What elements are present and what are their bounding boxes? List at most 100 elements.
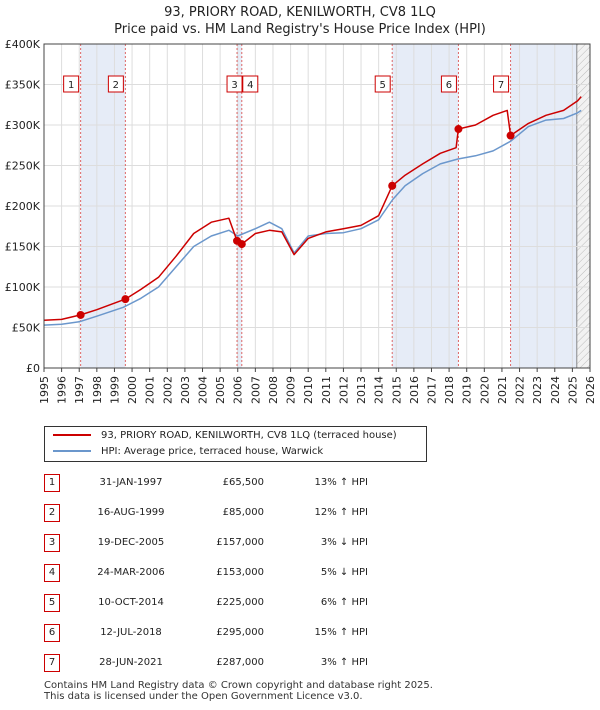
transaction-date: 12-JUL-2018	[100, 627, 162, 638]
y-tick-label: £200K	[5, 200, 41, 213]
chart-title: 93, PRIORY ROAD, KENILWORTH, CV8 1LQ	[164, 5, 436, 20]
x-tick-label: 1997	[73, 376, 86, 404]
x-tick-label: 2011	[320, 376, 333, 404]
legend-item-property: 93, PRIORY ROAD, KENILWORTH, CV8 1LQ (te…	[53, 429, 397, 443]
x-tick-label: 2024	[549, 376, 562, 404]
x-tick-label: 2023	[531, 376, 544, 404]
transaction-number: 7	[44, 654, 60, 672]
marker-box	[63, 75, 80, 93]
transaction-price: £65,500	[222, 477, 264, 488]
marker-box	[493, 75, 510, 93]
y-tick-label: £0	[26, 362, 40, 375]
transaction-price: £295,000	[216, 627, 264, 638]
plot-frame	[43, 43, 591, 369]
x-tick-label: 2020	[478, 376, 491, 404]
transaction-number: 6	[44, 624, 60, 642]
marker-label: 3	[231, 80, 237, 91]
x-tick-label: 2014	[373, 376, 386, 404]
transaction-hpi-diff: 6% ↑ HPI	[320, 597, 368, 608]
y-tick-label: £50K	[12, 322, 41, 335]
footer: Contains HM Land Registry data © Crown c…	[44, 680, 433, 702]
x-tick-label: 1998	[91, 376, 104, 404]
transaction-hpi-diff: 3% ↓ HPI	[320, 537, 368, 548]
transaction-point	[121, 295, 130, 304]
x-tick-label: 2015	[390, 376, 403, 404]
y-tick-label: £150K	[5, 241, 41, 254]
y-tick-label: £350K	[5, 79, 41, 92]
x-tick-label: 2007	[249, 376, 262, 404]
x-tick-label: 2005	[214, 376, 227, 404]
x-tick-label: 2025	[566, 376, 579, 404]
axes: £0 £50K £100K £150K £200K £250K £300K £350K £400…	[5, 38, 597, 404]
transaction-date: 19-DEC-2005	[97, 537, 165, 548]
transaction-number: 3	[44, 534, 60, 552]
x-tick-label: 2016	[408, 376, 421, 404]
y-tick-label: £400K	[5, 38, 41, 51]
transaction-point	[454, 125, 463, 134]
transaction-price: £287,000	[216, 657, 264, 668]
transaction-price: £225,000	[216, 597, 264, 608]
transaction-row: 4 24-MAR-2006 £153,000 5% ↓ HPI	[44, 564, 404, 582]
x-tick-label: 2018	[443, 376, 456, 404]
x-tick-label: 2021	[496, 376, 509, 404]
x-tick-label: 2001	[144, 376, 157, 404]
transaction-row: 6 12-JUL-2018 £295,000 15% ↑ HPI	[44, 624, 404, 642]
marker-label: 1	[68, 80, 74, 91]
x-tick-label: 2006	[232, 376, 245, 404]
transaction-point	[76, 310, 85, 319]
legend-swatch-property	[53, 434, 91, 436]
x-tick-label: 2022	[514, 376, 527, 404]
x-tick-label: 2000	[126, 376, 139, 404]
x-tick-label: 2013	[355, 376, 368, 404]
marker-box	[374, 75, 391, 93]
marker-box	[226, 75, 243, 93]
marker-label: 7	[498, 80, 504, 91]
x-tick-label: 1999	[108, 376, 121, 404]
legend-label-property: 93, PRIORY ROAD, KENILWORTH, CV8 1LQ (te…	[101, 430, 397, 441]
transaction-point	[237, 240, 246, 249]
legend: 93, PRIORY ROAD, KENILWORTH, CV8 1LQ (te…	[44, 426, 427, 462]
transaction-hpi-diff: 3% ↑ HPI	[320, 657, 368, 668]
transaction-number: 2	[44, 504, 60, 522]
marker-box	[242, 75, 259, 93]
marker-label: 6	[446, 80, 452, 91]
x-tick-label: 2019	[461, 376, 474, 404]
transaction-row: 3 19-DEC-2005 £157,000 3% ↓ HPI	[44, 534, 404, 552]
transaction-date: 16-AUG-1999	[97, 507, 165, 518]
transaction-row: 2 16-AUG-1999 £85,000 12% ↑ HPI	[44, 504, 404, 522]
transaction-row: 7 28-JUN-2021 £287,000 3% ↑ HPI	[44, 654, 404, 672]
transaction-number: 5	[44, 594, 60, 612]
y-tick-label: £250K	[5, 160, 41, 173]
x-tick-label: 2017	[425, 376, 438, 404]
x-tick-label: 1996	[56, 376, 69, 404]
transaction-row: 1 31-JAN-1997 £65,500 13% ↑ HPI	[44, 474, 404, 492]
transaction-date: 31-JAN-1997	[99, 477, 163, 488]
x-tick-label: 2010	[302, 376, 315, 404]
property-price-line	[43, 96, 582, 321]
x-tick-label: 2003	[179, 376, 192, 404]
marker-label: 2	[113, 80, 119, 91]
x-tick-label: 1995	[38, 376, 51, 404]
transaction-number: 4	[44, 564, 60, 582]
marker-box	[440, 75, 457, 93]
footer-licence: This data is licensed under the Open Gov…	[44, 691, 363, 702]
transaction-price: £85,000	[222, 507, 264, 518]
transaction-point	[506, 131, 515, 140]
transaction-point	[388, 181, 397, 190]
transaction-hpi-diff: 13% ↑ HPI	[314, 477, 368, 488]
y-tick-label: £300K	[5, 119, 41, 132]
legend-swatch-hpi	[53, 450, 91, 452]
x-tick-label: 2009	[285, 376, 298, 404]
transaction-date: 10-OCT-2014	[98, 597, 164, 608]
transaction-hpi-diff: 5% ↓ HPI	[320, 567, 368, 578]
x-tick-label: 2012	[337, 376, 350, 404]
transaction-date: 28-JUN-2021	[99, 657, 163, 668]
transaction-hpi-diff: 12% ↑ HPI	[314, 507, 368, 518]
marker-box	[107, 75, 124, 93]
transaction-lines	[80, 44, 512, 368]
transaction-date: 24-MAR-2006	[97, 567, 165, 578]
legend-item-hpi: HPI: Average price, terraced house, Warw…	[53, 445, 323, 459]
x-tick-label: 2002	[161, 376, 174, 404]
